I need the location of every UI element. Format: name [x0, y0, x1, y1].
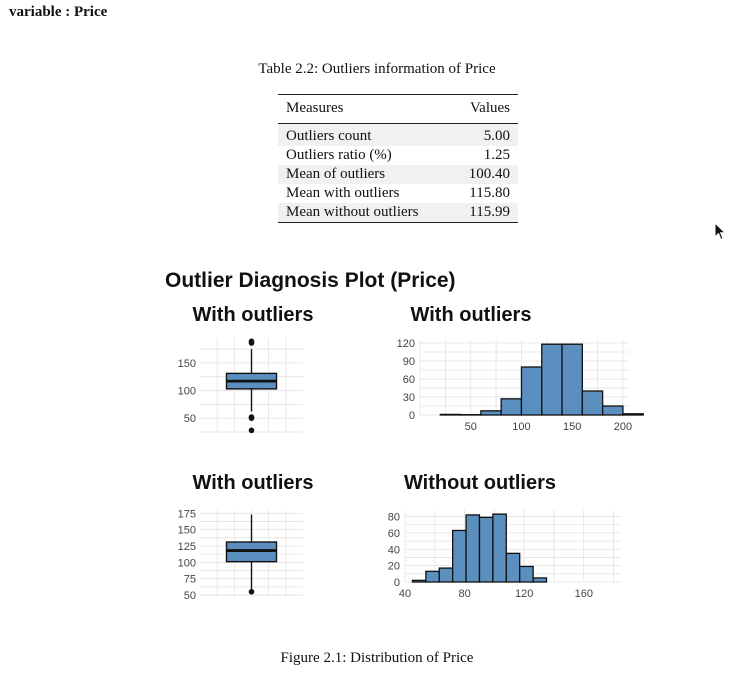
table-row: Outliers ratio (%) 1.25: [278, 146, 518, 165]
y-tick-label: 80: [388, 512, 400, 524]
measure-cell: Outliers count: [286, 128, 372, 144]
table-row: Mean with outliers 115.80: [278, 184, 518, 203]
value-cell: 115.80: [469, 185, 510, 201]
y-tick-label: 150: [178, 525, 196, 537]
x-tick-label: 120: [515, 588, 533, 600]
histogram-bar: [425, 570, 440, 583]
y-tick-label: 30: [403, 392, 415, 404]
histogram-bar: [478, 516, 494, 583]
histogram-bar: [520, 366, 543, 416]
header-values: Values: [470, 100, 510, 116]
value-cell: 5.00: [483, 128, 510, 144]
outlier-point: [248, 427, 255, 434]
histogram-bar: [480, 410, 502, 416]
y-tick-label: 75: [184, 574, 196, 586]
measure-cell: Mean with outliers: [286, 185, 400, 201]
value-cell: 1.25: [483, 147, 510, 163]
measure-cell: Outliers ratio (%): [286, 147, 392, 163]
histogram-bar: [581, 390, 604, 416]
x-tick-label: 40: [399, 588, 411, 600]
histogram-bar: [561, 343, 583, 416]
outlier-point: [248, 588, 255, 595]
histogram-bar: [500, 398, 523, 416]
y-tick-label: 0: [394, 577, 400, 589]
x-tick-label: 160: [575, 588, 593, 600]
measure-cell: Mean of outliers: [286, 166, 386, 182]
panel-1: With outliers 50 100 150: [178, 304, 314, 434]
panel-title: With outliers: [411, 304, 532, 326]
x-tick-label: 150: [563, 421, 581, 433]
outliers-table: Measures Values Outliers count 5.00 Outl…: [278, 94, 518, 223]
measure-cell: Mean without outliers: [286, 204, 419, 220]
histogram-bar: [519, 565, 534, 583]
y-tick-label: 40: [388, 544, 400, 556]
panel-2: With outliers 0 30 60 90 120 50 100 150 200: [397, 304, 644, 433]
mouse-pointer-icon: [714, 222, 727, 241]
x-tick-label: 100: [512, 421, 530, 433]
panel-title: With outliers: [193, 304, 314, 326]
y-tick-label: 150: [178, 358, 196, 370]
y-tick-label: 125: [178, 541, 196, 553]
y-tick-label: 120: [397, 338, 415, 350]
y-tick-label: 90: [403, 356, 415, 368]
x-tick-label: 80: [458, 588, 470, 600]
table-header-row: Measures Values: [278, 94, 518, 124]
histogram-bar: [492, 513, 507, 583]
histogram-bar: [411, 579, 427, 583]
value-cell: 100.40: [468, 166, 510, 182]
x-tick-label: 50: [465, 421, 477, 433]
y-tick-label: 20: [388, 561, 400, 573]
table-row: Mean of outliers 100.40: [278, 165, 518, 184]
header-measures: Measures: [286, 100, 344, 116]
y-tick-label: 175: [178, 508, 196, 520]
y-tick-label: 100: [178, 386, 196, 398]
histogram-bar: [465, 514, 481, 583]
histogram-bar: [622, 413, 644, 416]
plot-title: Outlier Diagnosis Plot (Price): [165, 269, 456, 292]
histogram-bar: [505, 552, 521, 583]
panel-3: With outliers 50 75 100 125 150 175: [178, 472, 314, 602]
outlier-point: [248, 338, 255, 345]
table-row: Outliers count 5.00: [278, 123, 518, 146]
value-cell: 115.99: [469, 204, 510, 220]
outlier-point: [248, 414, 255, 420]
histogram-bar: [601, 405, 624, 416]
histogram-bar: [452, 529, 467, 583]
y-tick-label: 60: [403, 374, 415, 386]
y-tick-label: 0: [409, 410, 415, 422]
histogram-bar: [438, 567, 454, 583]
y-tick-label: 60: [388, 528, 400, 540]
table-row: Mean without outliers 115.99: [278, 203, 518, 223]
variable-heading: variable : Price: [9, 4, 108, 20]
figure-caption: Figure 2.1: Distribution of Price: [280, 650, 474, 666]
panel-title: Without outliers: [404, 472, 556, 494]
y-tick-label: 100: [178, 557, 196, 569]
y-tick-label: 50: [184, 413, 196, 425]
histogram-bar: [541, 343, 563, 416]
panel-title: With outliers: [193, 472, 314, 494]
table-caption: Table 2.2: Outliers information of Price: [258, 61, 496, 77]
y-tick-label: 50: [184, 590, 196, 602]
x-tick-label: 200: [614, 421, 632, 433]
outlier-diagnosis-plot: Outlier Diagnosis Plot (Price) With outl…: [165, 269, 644, 602]
panel-4: Without outliers 0 20 40 60 80 40 80 120 160: [388, 472, 621, 600]
histogram-bar: [532, 577, 548, 583]
histogram-bar: [439, 413, 462, 416]
